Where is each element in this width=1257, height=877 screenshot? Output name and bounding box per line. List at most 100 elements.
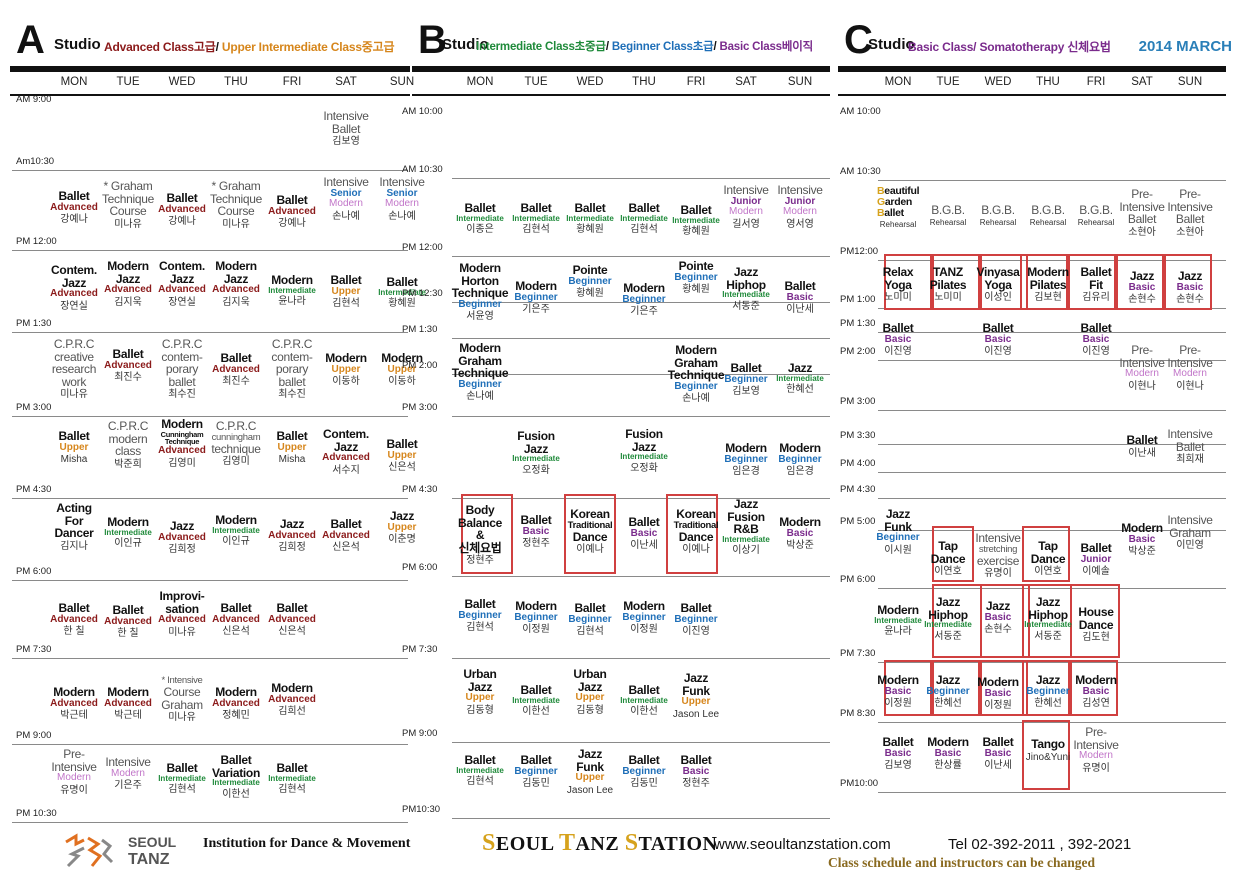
class-name: Dance <box>930 551 966 566</box>
class-cell: B.G.B. Rehearsal <box>1023 204 1073 227</box>
class-name: Modern <box>215 259 257 273</box>
instructor-name: 김도현 <box>1082 632 1110 644</box>
class-name: C.P.R.C <box>161 337 203 351</box>
instructor-name: Rehearsal <box>1077 217 1115 227</box>
studio-a-word: Studio <box>54 36 101 53</box>
station-cap-2: T <box>558 830 576 856</box>
instructor-name: 유명이 <box>1082 762 1110 774</box>
logo-text-tanz: TANZ <box>128 851 170 868</box>
class-name: Technique <box>209 191 262 206</box>
class-name: Modern <box>725 441 767 455</box>
class-name: Modern <box>1121 521 1163 535</box>
time-label: AM 10:00 <box>402 106 443 117</box>
time-divider <box>452 178 830 179</box>
instructor-name: 신은석 <box>388 462 416 474</box>
time-label: PM 4:30 <box>402 484 438 495</box>
schedule-change-note: Class schedule and instructors can be ch… <box>828 855 1096 870</box>
class-cell: Jazz Beginner 한혜선 <box>923 674 973 710</box>
class-cell: Jazz Hiphop Intermediate 서동준 <box>923 596 973 642</box>
class-cell: Vinyasa Yoga 이성인 <box>973 266 1023 304</box>
day-header-thu: THU <box>224 76 248 88</box>
time-label: PM10:30 <box>402 804 441 815</box>
day-header-fri: FRI <box>1086 76 1106 88</box>
class-cell: Acting For Dancer 김지나 <box>44 502 104 552</box>
class-name: Technique <box>451 286 509 301</box>
instructor-name: 서동준 <box>934 630 962 642</box>
class-name: Pilates <box>1029 277 1067 292</box>
class-cell: Ballet Basic 이난세 <box>614 516 674 552</box>
class-name: Variation <box>212 765 260 780</box>
class-name: Jazz <box>523 441 549 456</box>
time-label: PM 12:00 <box>16 236 57 247</box>
time-label: PM 3:30 <box>840 430 876 441</box>
class-name: Ballet <box>58 429 90 443</box>
class-level: Intermediate <box>158 773 206 783</box>
instructor-name: 이예나 <box>576 544 604 556</box>
class-level: Basic <box>1128 281 1156 293</box>
class-level: Intermediate <box>722 290 770 300</box>
instructor-name: 김희정 <box>278 542 306 554</box>
class-cell: Ballet Advanced 최진수 <box>206 352 266 388</box>
class-cell: Modern Advanced 김희선 <box>262 682 322 718</box>
class-name: Jazz <box>733 265 759 279</box>
phone-number: Tel 02-392-2011 , 392-2021 <box>948 836 1132 853</box>
instructor-name: 기은주 <box>522 304 550 316</box>
instructor-name: 장연실 <box>168 296 196 308</box>
class-name: Hiphop <box>726 277 766 292</box>
class-name: Ballet <box>464 753 496 767</box>
studio-a-top-bar <box>10 66 410 72</box>
highlight-box <box>1164 254 1212 310</box>
class-cell: Urban Jazz Upper 김동형 <box>560 668 620 716</box>
class-name: Jazz <box>885 507 911 521</box>
instructor-name: 정현주 <box>522 538 550 550</box>
class-cell: Relax Yoga 노미미 <box>873 266 923 304</box>
website-link[interactable]: www.seoultanzstation.com <box>714 836 891 853</box>
time-divider <box>12 416 408 417</box>
day-header-tue: TUE <box>116 76 140 88</box>
class-name: Korean <box>570 507 610 521</box>
time-label: PM 4:00 <box>840 458 876 469</box>
day-header-thu: THU <box>1036 76 1060 88</box>
subtitle-part: Beginner Class초급 <box>611 41 714 53</box>
time-label: PM 4:30 <box>16 484 52 495</box>
time-divider <box>878 472 1226 473</box>
class-cell: Jazz Advanced 김희정 <box>262 518 322 554</box>
class-name: Course <box>163 684 201 699</box>
class-cell: Pointe Beginner 황혜원 <box>560 264 620 300</box>
class-cell: Improvi-sation Advanced 미나유 <box>152 590 212 638</box>
class-level: Advanced <box>158 445 206 457</box>
class-name: B.G.B. <box>1031 203 1065 217</box>
class-name: Ballet <box>574 601 606 615</box>
class-name: creative <box>54 349 94 364</box>
class-cell: Korean Traditional Dance 이예나 <box>666 508 726 556</box>
time-divider <box>878 360 1226 361</box>
class-name: Ballet <box>1175 212 1205 227</box>
class-cell: House Dance 김도현 <box>1071 606 1121 644</box>
instructor-name: 이난세 <box>786 304 814 316</box>
class-name: porary <box>165 362 199 377</box>
class-name: Ballet <box>628 753 660 767</box>
class-level: Beginner <box>622 611 666 623</box>
class-name: Modern <box>779 441 821 455</box>
class-cell: Ballet Advanced 한 칠 <box>98 604 158 640</box>
class-cell: Ballet Junior 이예솔 <box>1071 542 1121 578</box>
class-level: Advanced <box>158 284 206 296</box>
time-divider <box>878 792 1226 793</box>
instructor-name: 이시원 <box>884 544 912 556</box>
instructor-name: 한혜선 <box>934 698 962 710</box>
class-cell: B.G.B. Rehearsal <box>923 204 973 227</box>
class-name: R&B <box>733 522 759 537</box>
instructor-name: 김동형 <box>466 704 494 716</box>
station-name: SEOUL TANZ STATION <box>482 830 717 857</box>
studio-c-subtitle: Basic Class/ Somatotherapy 신체요법 <box>908 38 1111 55</box>
instructor-name: 이한선 <box>222 788 250 800</box>
class-name: Ballet <box>628 683 660 697</box>
class-level: Upper <box>331 363 361 375</box>
class-name: research <box>51 362 97 377</box>
class-name: Intensive <box>323 175 369 189</box>
class-name: Ballet <box>1126 433 1158 447</box>
seoul-tanz-logo: SEOUL TANZ <box>62 832 192 872</box>
class-cell: Ballet Intermediate 황혜원 <box>560 202 620 235</box>
class-level: Intermediate <box>212 778 260 788</box>
instructor-name: 이난새 <box>1128 447 1156 459</box>
